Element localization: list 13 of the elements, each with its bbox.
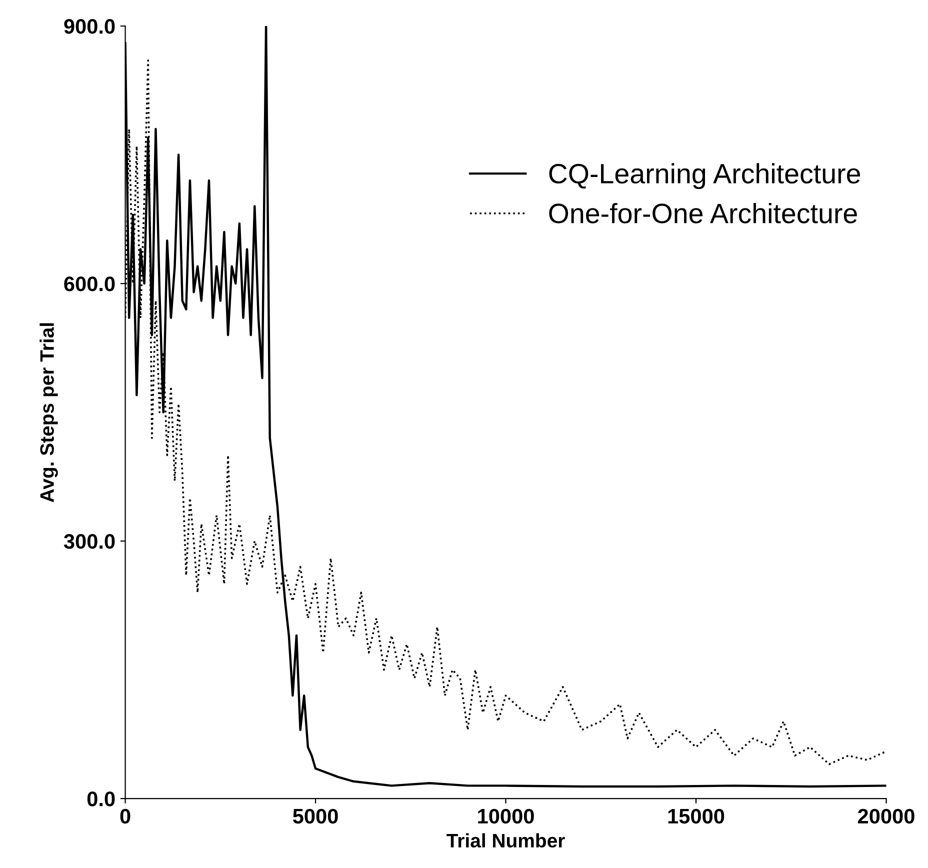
x-tick-label: 10000 — [478, 808, 534, 824]
legend-label: CQ-Learning Architecture — [549, 163, 860, 190]
x-tick-label: 0 — [120, 808, 130, 824]
x-axis-title: Trial Number — [446, 833, 565, 848]
x-tick-label: 15000 — [668, 808, 724, 824]
x-tick-label: 5000 — [292, 808, 338, 824]
y-tick-label: 300.0 — [64, 534, 115, 549]
y-tick-label: 0.0 — [87, 792, 115, 806]
y-axis-title: Avg. Steps per Trial — [40, 323, 58, 502]
legend-label: One-for-One Architecture — [549, 202, 857, 224]
x-tick-label: 20000 — [858, 808, 914, 824]
y-tick-label: 900.0 — [64, 19, 115, 34]
y-tick-label: 600.0 — [64, 276, 115, 292]
